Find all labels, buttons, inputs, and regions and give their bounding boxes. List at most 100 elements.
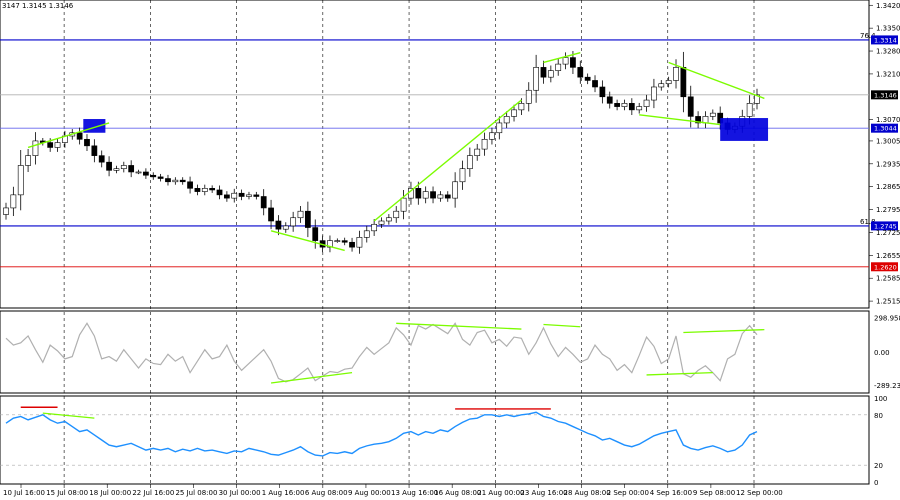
candle-body — [297, 210, 304, 219]
price-trend-line — [543, 51, 581, 64]
candle-body — [216, 189, 223, 196]
candle-body — [47, 142, 54, 148]
price-tag-label: 1.2620 — [874, 263, 897, 271]
main-panel[interactable] — [0, 0, 870, 309]
candle-body — [334, 240, 341, 242]
candle-body — [341, 240, 348, 243]
price-tag-label: 1.3314 — [874, 36, 897, 44]
candle-body — [312, 227, 319, 241]
candle-body — [555, 63, 562, 71]
y-tick-label: 1.3005 — [876, 137, 900, 145]
candle-body — [577, 67, 584, 78]
x-tick-label: 28 Aug 08:00 — [564, 489, 611, 497]
candle-body — [128, 165, 135, 173]
candle-body — [651, 86, 657, 101]
x-tick-label: 13 Aug 16:00 — [391, 489, 438, 497]
candle-body — [378, 220, 385, 225]
candle-body — [673, 67, 679, 81]
candle-body — [275, 220, 282, 230]
candle-body — [165, 178, 171, 183]
rsi-axis-label: 20 — [874, 462, 883, 470]
candle-body — [754, 94, 760, 104]
x-tick-label: 1 Aug 16:00 — [262, 489, 305, 497]
x-tick-label: 23 Aug 16:00 — [520, 489, 567, 497]
cci-panel[interactable] — [0, 310, 870, 394]
x-tick-label: 16 Aug 08:00 — [434, 489, 481, 497]
cci-indicator — [5, 322, 765, 384]
candle-body — [481, 138, 488, 150]
candle-body — [385, 217, 392, 222]
rsi-indicator — [0, 406, 869, 466]
y-tick-label: 1.2725 — [876, 229, 900, 237]
candle-body — [25, 155, 31, 166]
candle-body — [695, 116, 701, 124]
candle-body — [32, 140, 39, 156]
cci-trend-line — [543, 323, 581, 328]
price-tag — [871, 221, 898, 231]
rsi-line — [5, 411, 758, 457]
rsi-axis-label: 80 — [874, 412, 883, 420]
cci-axis-label: 0.00 — [874, 349, 890, 357]
candle-body — [621, 103, 628, 107]
candle-body — [452, 181, 459, 199]
candle-body — [17, 165, 24, 196]
candle-body — [363, 230, 370, 238]
x-tick-label: 6 Aug 08:00 — [305, 489, 348, 497]
candle-body — [143, 171, 149, 176]
price-tag-label: 1.3146 — [874, 91, 897, 99]
candle-body — [194, 188, 201, 192]
candle-body — [224, 194, 230, 199]
y-tick-label: 1.3070 — [876, 116, 900, 124]
price-trend-line — [639, 114, 721, 126]
candle-body — [3, 207, 9, 215]
candle-body — [10, 194, 17, 209]
price-tag — [871, 35, 898, 45]
x-tick-label: 18 Jul 00:00 — [89, 489, 131, 497]
candle-body — [533, 67, 539, 91]
candle-body — [371, 223, 378, 232]
price-tag — [871, 90, 898, 100]
candle-body — [746, 103, 753, 117]
candle-body — [135, 171, 142, 174]
cci-line — [5, 322, 758, 383]
candle-body — [584, 76, 591, 81]
candle-body — [614, 103, 620, 107]
fib-label: 76.4 — [860, 32, 876, 40]
candle-body — [415, 188, 422, 199]
candle-body — [540, 67, 547, 78]
candle-body — [430, 191, 436, 199]
y-tick-label: 1.3280 — [876, 48, 900, 56]
candle-body — [172, 179, 179, 183]
candle-body — [282, 225, 289, 230]
candle-body — [260, 196, 267, 209]
candle-body — [54, 142, 61, 148]
x-tick-label: 9 Aug 00:00 — [348, 489, 391, 497]
symbol-info-text: 3147 1.3145 1.3146 — [2, 2, 74, 10]
y-tick-label: 1.2655 — [876, 252, 900, 260]
time-axis: 10 Jul 16:00 15 Jul 08:00 18 Jul 00:00 22 J… — [3, 484, 783, 497]
candle-body — [489, 132, 495, 140]
candle-body — [570, 57, 576, 68]
candle-body — [511, 109, 517, 117]
candle-body — [209, 188, 216, 191]
candle-body — [98, 155, 105, 163]
candle-body — [113, 168, 120, 171]
candle-body — [246, 194, 252, 197]
candle-body — [562, 57, 569, 65]
price-tag-label: 1.3044 — [874, 125, 897, 133]
candle-body — [599, 86, 606, 98]
rsi-axis-label: 0 — [874, 479, 878, 487]
rsi-axis-label: 100 — [874, 395, 887, 403]
price-trend-line — [373, 99, 522, 222]
cci-trend-line — [396, 322, 522, 330]
candle-body — [687, 96, 694, 117]
x-tick-label: 25 Jul 08:00 — [175, 489, 217, 497]
trend-lines — [27, 51, 765, 252]
x-tick-label: 4 Sep 16:00 — [650, 489, 692, 497]
price-tag — [871, 262, 898, 272]
candle-body — [474, 148, 481, 156]
candle-body — [525, 89, 532, 104]
rsi-panel[interactable] — [0, 395, 870, 485]
